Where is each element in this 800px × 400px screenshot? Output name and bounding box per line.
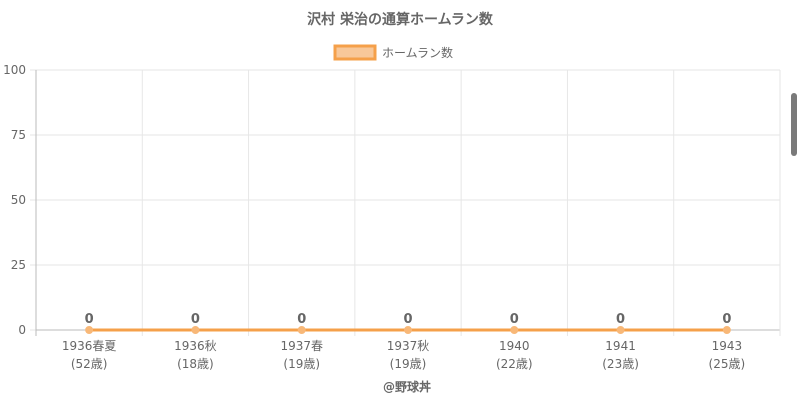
legend-swatch [333, 44, 377, 61]
y-tick-label: 50 [11, 193, 26, 207]
data-point [722, 326, 731, 334]
data-label: 0 [403, 312, 412, 327]
x-tick-sublabel: (52歳) [71, 357, 108, 371]
x-tick-sublabel: (23歳) [602, 357, 639, 371]
series-points [85, 326, 731, 334]
chart-title: 沢村 栄治の通算ホームラン数 [307, 11, 494, 28]
x-tick-sublabel: (18歳) [177, 357, 214, 371]
y-tick-label: 75 [11, 128, 26, 142]
x-tick-label: 1937秋 [387, 339, 430, 353]
x-tick-sublabel: (25歳) [709, 357, 746, 371]
data-point [404, 326, 412, 334]
data-label: 0 [297, 312, 306, 327]
x-tick-label: 1936春夏 [62, 339, 117, 353]
x-tick-label: 1940 [499, 339, 530, 353]
data-label: 0 [85, 312, 94, 327]
legend-label: ホームラン数 [382, 45, 453, 60]
data-point [297, 326, 306, 334]
x-tick-sublabel: (22歳) [496, 357, 533, 371]
x-axis-ticks: 1936春夏 (52歳) 1936秋 (18歳) 1937春 (19歳) 1937秋 (19歳… [62, 339, 745, 371]
footer-credit: @野球丼 [383, 379, 431, 394]
x-tick-sublabel: (19歳) [283, 357, 320, 371]
y-tick-label: 25 [11, 258, 26, 272]
data-label: 0 [510, 312, 519, 327]
data-labels: 0 0 0 0 0 0 0 [85, 312, 732, 327]
scrollbar-thumb[interactable] [791, 93, 797, 156]
y-axis-ticks: 0 25 50 75 100 [3, 63, 26, 337]
legend: ホームラン数 [333, 44, 453, 61]
y-tick-label: 0 [18, 323, 26, 337]
data-point [191, 326, 200, 334]
data-label: 0 [616, 312, 625, 327]
x-tick-label: 1936秋 [174, 339, 217, 353]
x-tick-label: 1941 [605, 339, 636, 353]
data-label: 0 [191, 312, 200, 327]
gridlines [30, 69, 781, 336]
data-point [510, 326, 519, 334]
x-tick-label: 1943 [712, 339, 743, 353]
data-label: 0 [722, 312, 731, 327]
x-tick-label: 1937春 [280, 339, 323, 353]
y-tick-label: 100 [3, 63, 26, 77]
data-point [85, 326, 94, 334]
data-point [616, 326, 625, 334]
x-tick-sublabel: (19歳) [390, 357, 427, 371]
